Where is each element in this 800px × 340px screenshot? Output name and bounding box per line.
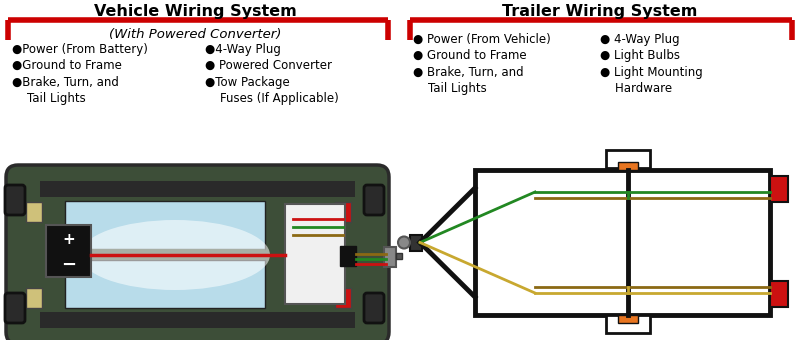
Bar bbox=[40, 312, 355, 328]
Bar bbox=[46, 225, 91, 277]
Text: ● Light Bulbs: ● Light Bulbs bbox=[600, 49, 680, 62]
Bar bbox=[65, 249, 265, 260]
FancyBboxPatch shape bbox=[5, 293, 25, 323]
Bar bbox=[770, 176, 788, 202]
Bar bbox=[340, 246, 356, 266]
Text: −: − bbox=[61, 256, 76, 274]
Bar bbox=[384, 247, 396, 267]
Text: +: + bbox=[62, 232, 75, 246]
Bar bbox=[26, 288, 42, 308]
Bar bbox=[335, 288, 351, 308]
Text: ● 4-Way Plug: ● 4-Way Plug bbox=[600, 33, 680, 46]
Text: ●Power (From Battery): ●Power (From Battery) bbox=[12, 43, 148, 56]
FancyBboxPatch shape bbox=[364, 185, 384, 215]
Text: Vehicle Wiring System: Vehicle Wiring System bbox=[94, 4, 296, 19]
Text: ● Powered Converter: ● Powered Converter bbox=[205, 59, 332, 72]
Bar bbox=[335, 202, 351, 222]
Ellipse shape bbox=[80, 220, 270, 290]
Circle shape bbox=[398, 237, 410, 249]
Bar bbox=[396, 253, 402, 259]
Text: ●4-Way Plug: ●4-Way Plug bbox=[205, 43, 281, 56]
Bar bbox=[65, 201, 265, 249]
Bar bbox=[770, 281, 788, 307]
FancyBboxPatch shape bbox=[5, 185, 25, 215]
Bar bbox=[285, 204, 345, 304]
Bar bbox=[475, 170, 770, 315]
Text: ● Power (From Vehicle): ● Power (From Vehicle) bbox=[413, 33, 550, 46]
Text: ● Ground to Frame: ● Ground to Frame bbox=[413, 49, 526, 62]
Text: ●Brake, Turn, and
    Tail Lights: ●Brake, Turn, and Tail Lights bbox=[12, 76, 119, 105]
Bar bbox=[410, 235, 422, 251]
Text: Trailer Wiring System: Trailer Wiring System bbox=[502, 4, 698, 19]
Bar bbox=[606, 315, 650, 333]
Bar bbox=[65, 260, 265, 308]
Bar bbox=[618, 162, 638, 170]
Bar bbox=[26, 202, 42, 222]
Text: ●Tow Package
    Fuses (If Applicable): ●Tow Package Fuses (If Applicable) bbox=[205, 76, 338, 105]
Text: ●Ground to Frame: ●Ground to Frame bbox=[12, 59, 122, 72]
Text: ● Light Mounting
    Hardware: ● Light Mounting Hardware bbox=[600, 66, 702, 95]
Bar bbox=[606, 150, 650, 168]
Bar bbox=[40, 181, 355, 197]
FancyBboxPatch shape bbox=[6, 165, 389, 340]
FancyBboxPatch shape bbox=[364, 293, 384, 323]
Bar bbox=[618, 315, 638, 323]
Text: (With Powered Converter): (With Powered Converter) bbox=[109, 28, 281, 41]
Text: ● Brake, Turn, and
    Tail Lights: ● Brake, Turn, and Tail Lights bbox=[413, 66, 524, 95]
